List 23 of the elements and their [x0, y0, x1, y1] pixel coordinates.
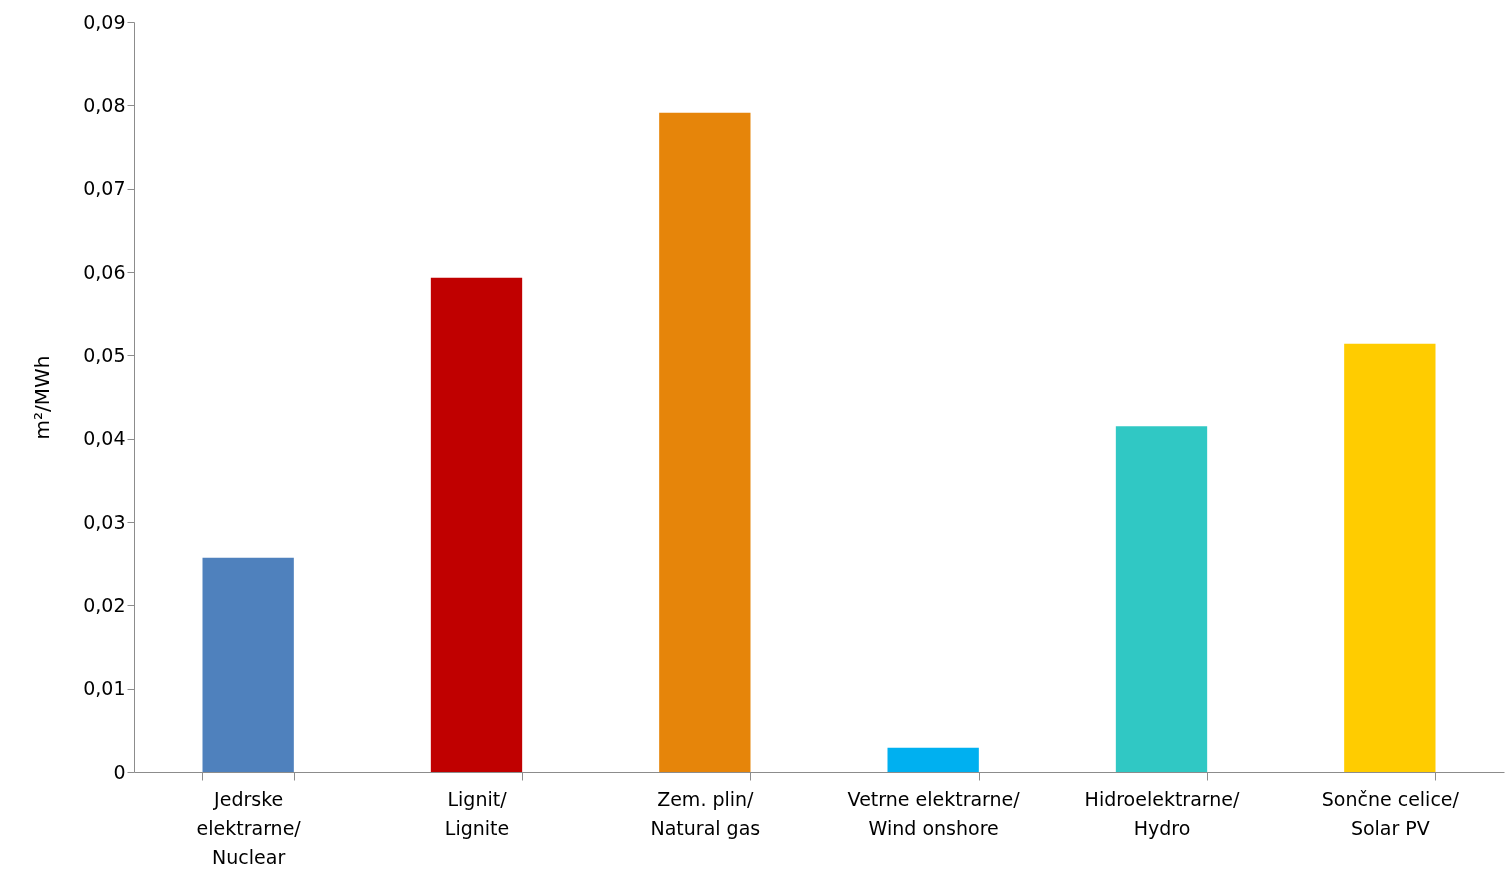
y-tick-label: 0 — [113, 760, 126, 783]
y-tick-label: 0,09 — [83, 10, 126, 33]
bar — [887, 747, 979, 772]
y-tick-label: 0,01 — [83, 677, 126, 700]
bar — [202, 557, 294, 772]
y-tick-label: 0,06 — [83, 260, 126, 283]
x-tick-label: Jedrske elektrarne/ Nuclear — [196, 787, 302, 868]
bar — [1344, 343, 1436, 772]
y-tick-label: 0,04 — [83, 427, 126, 450]
y-tick-label: 0,02 — [83, 593, 126, 616]
y-tick-label: 0,08 — [83, 93, 126, 116]
x-tick-label: Zem. plin/ Natural gas — [650, 787, 761, 839]
x-tick-label: Vetrne elektrarne/ Wind onshore — [847, 787, 1021, 839]
y-axis-title: m²/MWh — [30, 355, 55, 440]
bar — [1115, 426, 1208, 772]
y-tick-label: 0,05 — [83, 343, 126, 366]
y-tick-label: 0,03 — [83, 510, 126, 533]
bar — [659, 112, 751, 772]
bar — [430, 277, 523, 772]
y-tick-label: 0,07 — [83, 177, 126, 200]
x-tick-label: Hidroelektrarne/ Hydro — [1084, 787, 1240, 839]
x-tick-label: Lignit/ Lignite — [444, 787, 510, 839]
x-tick-label: Sončne celice/ Solar PV — [1321, 787, 1460, 839]
